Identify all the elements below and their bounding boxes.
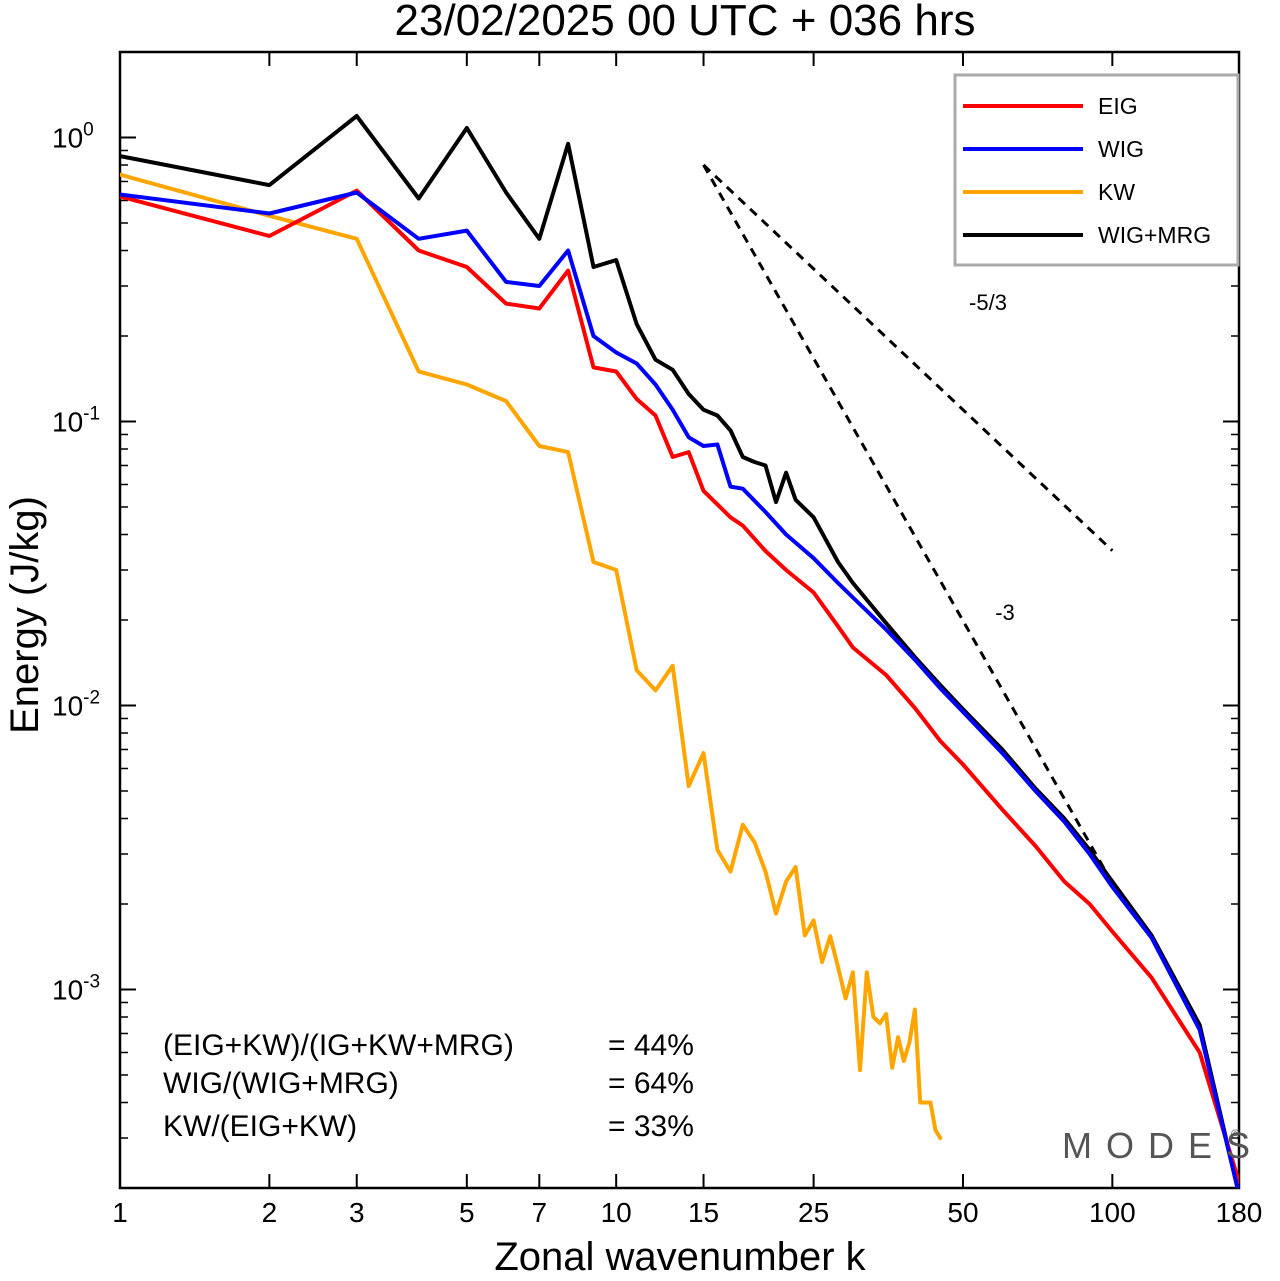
- x-tick-label: 50: [947, 1197, 978, 1228]
- x-tick-label: 3: [349, 1197, 365, 1228]
- ratio-box: (EIG+KW)/(IG+KW+MRG) = 44% WIG/(WIG+MRG)…: [163, 1029, 694, 1143]
- series-lines: [120, 114, 1239, 1188]
- x-tick-label: 7: [532, 1197, 548, 1228]
- axis-ticks: 1 2 3 5 7 10 15 25 50 100 180 100 10-1 10-2 10-3: [52, 51, 1263, 1228]
- reference-line-labels: -5/3 -3: [969, 290, 1015, 625]
- x-tick-label: 10: [601, 1197, 632, 1228]
- reference-line-label: -5/3: [969, 290, 1007, 315]
- y-tick-label: 10-1: [52, 403, 100, 437]
- series-line-eig: [120, 188, 1239, 1184]
- reference-line-label: -3: [995, 600, 1015, 625]
- ratio-value-0: = 44%: [608, 1029, 694, 1062]
- ratio-value-2: = 33%: [608, 1110, 694, 1143]
- x-tick-label: 2: [262, 1197, 278, 1228]
- legend-label: WIG: [1098, 136, 1144, 162]
- ratio-value-1: = 64%: [608, 1067, 694, 1100]
- x-axis-label: Zonal wavenumber k: [494, 1235, 866, 1279]
- x-tick-label: 25: [798, 1197, 829, 1228]
- ratio-label-1: WIG/(WIG+MRG): [163, 1067, 399, 1100]
- y-tick-label: 10-2: [52, 687, 100, 721]
- x-tick-label: 100: [1089, 1197, 1136, 1228]
- x-tick-label: 180: [1216, 1197, 1263, 1228]
- copyright-mark: ©: [1231, 1127, 1240, 1141]
- y-tick-label: 100: [52, 119, 94, 153]
- reference-lines: [702, 163, 1114, 884]
- legend-label: KW: [1098, 179, 1135, 205]
- ratio-label-0: (EIG+KW)/(IG+KW+MRG): [163, 1029, 514, 1062]
- reference-line-0: [702, 163, 1114, 552]
- legend-label: EIG: [1098, 93, 1138, 119]
- y-axis-label: Energy (J/kg): [3, 496, 47, 734]
- legend: EIG WIG KW WIG+MRG: [953, 73, 1240, 267]
- x-tick-label: 1: [112, 1197, 128, 1228]
- modes-watermark: MODES: [1062, 1125, 1264, 1166]
- legend-label: WIG+MRG: [1098, 222, 1211, 248]
- ratio-label-2: KW/(EIG+KW): [163, 1110, 357, 1143]
- chart-title: 23/02/2025 00 UTC + 036 hrs: [395, 0, 976, 45]
- y-tick-label: 10-3: [52, 971, 100, 1005]
- x-tick-label: 15: [688, 1197, 719, 1228]
- series-line-wig: [120, 190, 1239, 1188]
- reference-line-1: [702, 164, 1114, 884]
- series-line-kw: [120, 172, 943, 1140]
- x-tick-label: 5: [459, 1197, 475, 1228]
